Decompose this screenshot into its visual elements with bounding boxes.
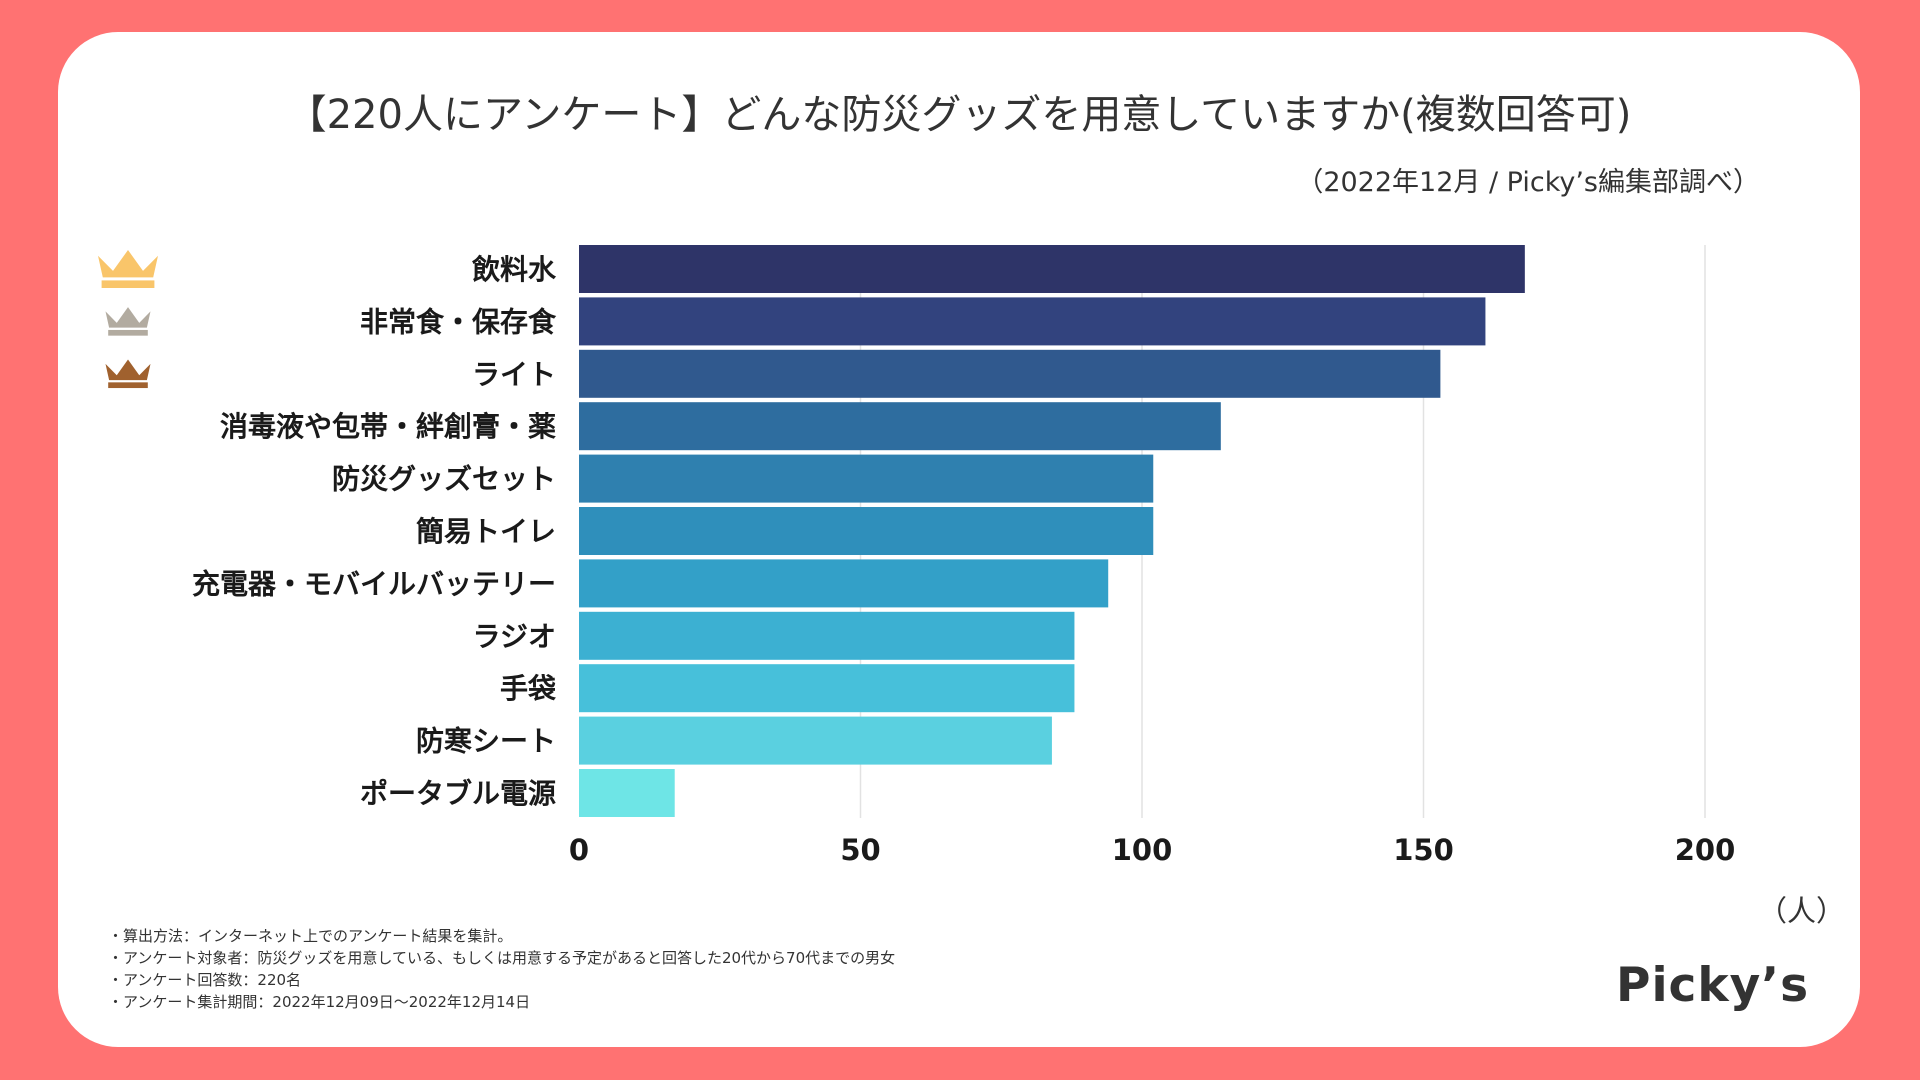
bronze-crown-icon — [105, 359, 151, 389]
bar — [579, 454, 1154, 503]
bar — [579, 245, 1525, 293]
x-tick-label: 0 — [569, 833, 589, 867]
note-target: ・アンケート対象者：防災グッズを用意している、もしくは用意する予定があると回答し… — [108, 949, 896, 967]
category-label: 飲料水 — [472, 253, 557, 286]
category-label: 消毒液や包帯・絆創膏・薬 — [220, 410, 556, 443]
category-label: 防寒シート — [416, 725, 556, 758]
bar — [579, 507, 1154, 555]
category-label: 簡易トイレ — [416, 515, 556, 548]
category-label: 手袋 — [500, 672, 557, 705]
category-label: ラジオ — [473, 620, 556, 653]
category-label: 非常食・保存食 — [360, 305, 557, 338]
note-method: ・算出方法：インターネット上でのアンケート結果を集計。 — [108, 927, 513, 945]
category-label: ライト — [472, 358, 556, 391]
bar — [579, 349, 1441, 398]
x-tick-label: 50 — [840, 833, 880, 867]
gold-crown-icon — [98, 250, 158, 288]
survey-notes: ・算出方法：インターネット上でのアンケート結果を集計。 ・アンケート対象者：防災… — [108, 925, 895, 1013]
bar — [579, 716, 1052, 765]
bar — [579, 402, 1221, 451]
bar — [579, 769, 675, 817]
x-tick-label: 150 — [1393, 833, 1454, 867]
silver-crown-icon — [105, 307, 151, 336]
bar — [579, 664, 1075, 713]
brand-logo: Picky’s — [1616, 958, 1810, 1013]
x-axis-unit-label: （人） — [1758, 894, 1846, 928]
x-tick-label: 200 — [1675, 833, 1736, 867]
bar — [579, 297, 1486, 346]
note-count: ・アンケート回答数：220名 — [108, 971, 302, 989]
category-label: 防災グッズセット — [332, 463, 556, 496]
chart-title: 【220人にアンケート】どんな防災グッズを用意していますか(複数回答可) — [286, 92, 1632, 138]
category-label: 充電器・モバイルバッテリー — [192, 567, 556, 600]
note-period: ・アンケート集計期間：2022年12月09日〜2022年12月14日 — [108, 993, 531, 1011]
category-label: ポータブル電源 — [360, 777, 556, 810]
chart-subtitle: （2022年12月 / Picky’s編集部調べ） — [1296, 167, 1760, 198]
x-tick-label: 100 — [1112, 833, 1173, 867]
chart-card: 【220人にアンケート】どんな防災グッズを用意していますか(複数回答可) （20… — [58, 32, 1860, 1047]
bar — [579, 611, 1075, 660]
bar — [579, 559, 1109, 608]
